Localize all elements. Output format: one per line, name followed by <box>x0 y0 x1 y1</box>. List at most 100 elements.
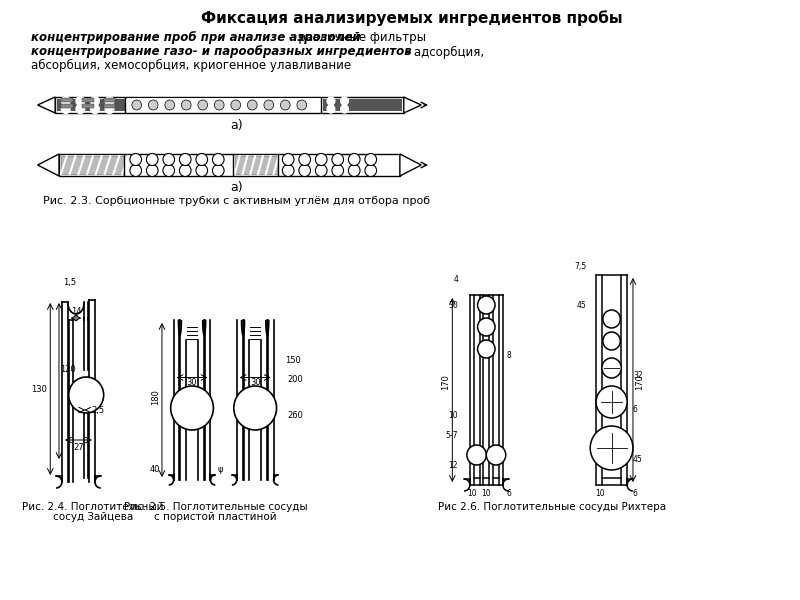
Circle shape <box>146 164 158 176</box>
Text: а): а) <box>230 181 243 193</box>
Circle shape <box>281 100 290 110</box>
Circle shape <box>182 100 191 110</box>
Circle shape <box>602 358 622 378</box>
Text: 45: 45 <box>633 455 642 464</box>
Circle shape <box>163 154 174 166</box>
Circle shape <box>90 104 99 113</box>
Text: 6: 6 <box>506 490 511 499</box>
Text: 1,5: 1,5 <box>63 277 76 286</box>
Text: Рис 2.6. Поглотительные сосуды Рихтера: Рис 2.6. Поглотительные сосуды Рихтера <box>438 502 666 512</box>
Text: 30: 30 <box>448 301 458 310</box>
Circle shape <box>130 164 142 176</box>
Polygon shape <box>38 154 59 176</box>
Circle shape <box>214 100 224 110</box>
Text: 170: 170 <box>442 374 450 391</box>
Circle shape <box>297 100 306 110</box>
Text: 12: 12 <box>449 461 458 469</box>
Text: 130: 130 <box>31 385 47 395</box>
Circle shape <box>196 154 207 166</box>
Polygon shape <box>38 97 55 113</box>
Text: 14: 14 <box>70 307 82 317</box>
Text: 6: 6 <box>633 490 638 499</box>
Circle shape <box>130 154 142 166</box>
Bar <box>104 104 115 108</box>
Circle shape <box>148 100 158 110</box>
Text: ψ: ψ <box>218 466 223 475</box>
Text: 10: 10 <box>482 490 491 499</box>
Bar <box>323 99 402 111</box>
Circle shape <box>247 100 257 110</box>
Circle shape <box>132 100 142 110</box>
Text: Фиксация анализируемых ингредиентов пробы: Фиксация анализируемых ингредиентов проб… <box>201 10 622 26</box>
Bar <box>61 98 73 102</box>
Text: концентрирование газо- и парообразных ингредиентов: концентрирование газо- и парообразных ин… <box>31 46 411 58</box>
Circle shape <box>234 386 277 430</box>
Bar <box>59 154 400 176</box>
Circle shape <box>349 154 360 166</box>
Circle shape <box>327 105 335 113</box>
Polygon shape <box>400 154 422 176</box>
Text: Рис. 2.3. Сорбционные трубки с активным углём для отбора проб: Рис. 2.3. Сорбционные трубки с активным … <box>43 196 430 206</box>
Polygon shape <box>404 97 422 113</box>
Text: 180: 180 <box>151 389 160 406</box>
Text: 10: 10 <box>595 490 605 499</box>
Circle shape <box>231 100 241 110</box>
Circle shape <box>315 154 327 166</box>
Circle shape <box>603 332 620 350</box>
Circle shape <box>170 386 214 430</box>
Circle shape <box>165 100 174 110</box>
Circle shape <box>341 105 349 113</box>
Text: 45: 45 <box>577 301 586 310</box>
Circle shape <box>299 164 310 176</box>
Text: 8: 8 <box>506 350 511 359</box>
Text: 200: 200 <box>287 374 303 383</box>
Text: 120: 120 <box>60 365 76 374</box>
Circle shape <box>179 164 191 176</box>
Circle shape <box>213 154 224 166</box>
Circle shape <box>146 154 158 166</box>
Circle shape <box>179 154 191 166</box>
Text: 27: 27 <box>73 443 84 452</box>
Circle shape <box>282 164 294 176</box>
Circle shape <box>478 296 495 314</box>
Bar <box>61 156 124 174</box>
Circle shape <box>69 377 104 413</box>
Text: 30: 30 <box>186 378 198 387</box>
Text: 4: 4 <box>454 275 458 284</box>
Bar <box>82 104 94 108</box>
Text: с пористой пластиной: с пористой пластиной <box>154 512 277 522</box>
Text: 6: 6 <box>633 406 638 415</box>
Circle shape <box>349 164 360 176</box>
Text: – различные фильтры: – различные фильтры <box>286 31 426 44</box>
Circle shape <box>163 164 174 176</box>
Circle shape <box>478 318 495 336</box>
Bar <box>104 98 115 102</box>
Text: 32: 32 <box>633 370 642 379</box>
Circle shape <box>105 97 114 106</box>
Circle shape <box>264 100 274 110</box>
Circle shape <box>198 100 207 110</box>
Circle shape <box>327 97 335 105</box>
Circle shape <box>603 310 620 328</box>
Text: 40: 40 <box>150 466 160 475</box>
Bar <box>61 104 73 108</box>
Text: 150: 150 <box>286 356 301 365</box>
Text: 5-7: 5-7 <box>446 431 458 439</box>
Circle shape <box>596 386 627 418</box>
Circle shape <box>196 164 207 176</box>
Circle shape <box>478 340 495 358</box>
Circle shape <box>213 164 224 176</box>
Text: - адсорбция,: - адсорбция, <box>402 46 484 59</box>
Circle shape <box>332 164 343 176</box>
Text: абсорбция, хемосорбция, криогенное улавливание: абсорбция, хемосорбция, криогенное улавл… <box>31 58 351 71</box>
Bar <box>55 97 404 113</box>
Text: 30: 30 <box>250 378 261 387</box>
Circle shape <box>315 164 327 176</box>
Circle shape <box>62 104 70 113</box>
Circle shape <box>486 445 506 465</box>
Text: концентрирование проб при анализе аэрозолей: концентрирование проб при анализе аэрозо… <box>31 31 361 44</box>
Bar <box>82 98 94 102</box>
Bar <box>127 98 322 112</box>
Circle shape <box>62 97 70 106</box>
Circle shape <box>365 164 377 176</box>
